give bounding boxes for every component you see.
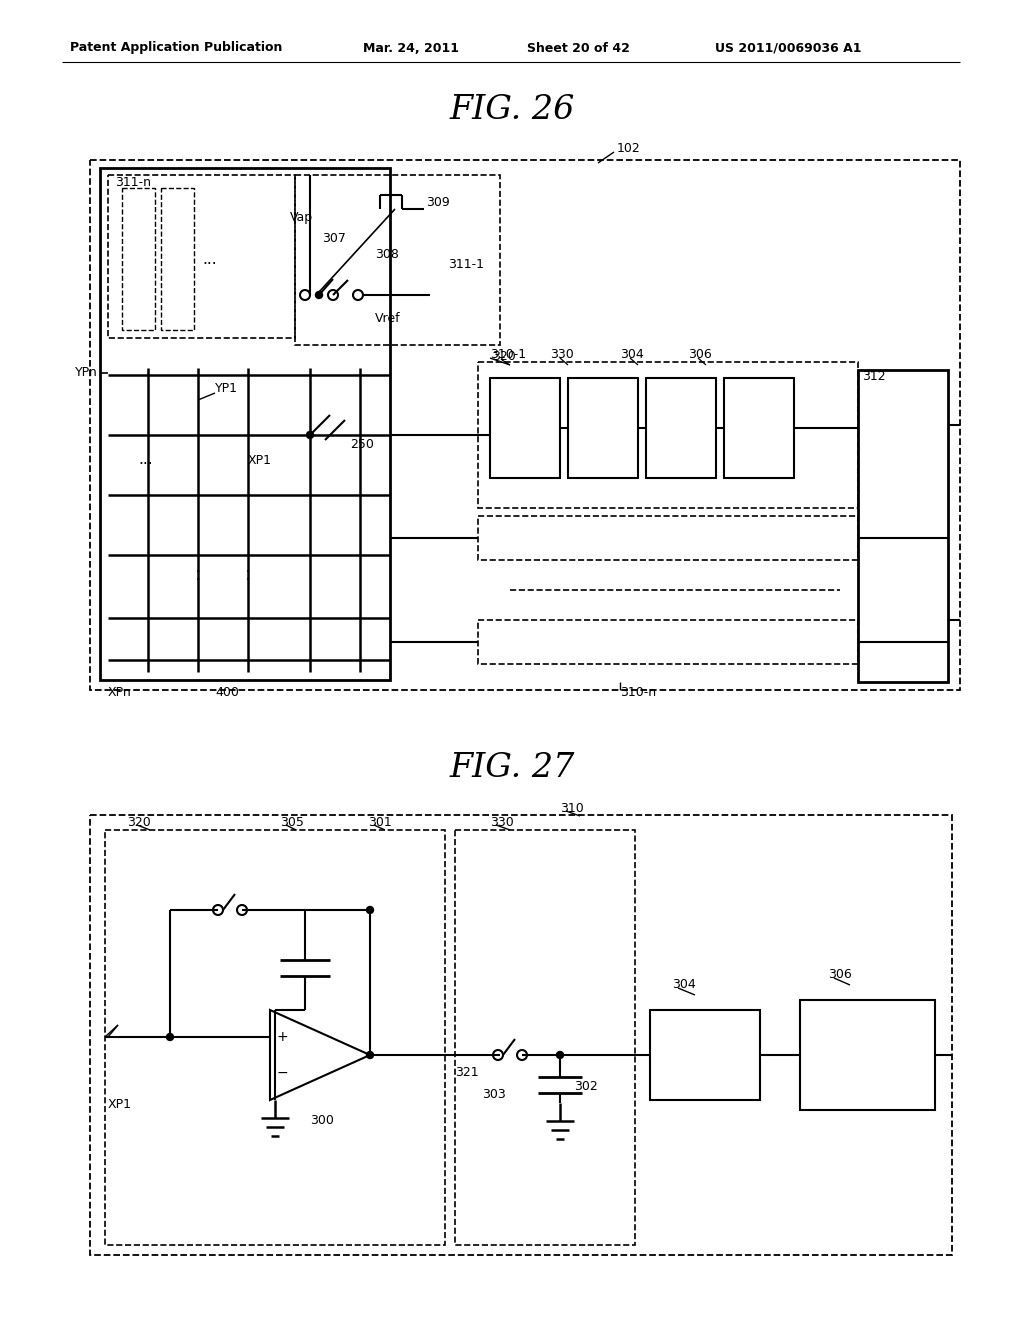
Text: 305: 305 [280, 816, 304, 829]
Text: Vref: Vref [375, 312, 400, 325]
Text: 250: 250 [350, 438, 374, 451]
Circle shape [167, 1034, 173, 1040]
Text: 301: 301 [368, 816, 392, 829]
Text: XP1: XP1 [248, 454, 272, 466]
Text: 330: 330 [550, 348, 573, 362]
Text: ...: ... [202, 252, 217, 268]
Text: 300: 300 [310, 1114, 334, 1126]
Text: 302: 302 [574, 1081, 598, 1093]
Text: ...: ... [138, 453, 153, 467]
Text: 310-1: 310-1 [490, 348, 526, 362]
Text: 304: 304 [620, 348, 644, 362]
Text: 304: 304 [672, 978, 695, 991]
Text: 320: 320 [492, 351, 516, 363]
Circle shape [367, 907, 374, 913]
Circle shape [367, 1052, 374, 1059]
Text: 400: 400 [215, 686, 239, 700]
Text: 310-n: 310-n [620, 686, 656, 700]
Text: XPn: XPn [108, 686, 132, 700]
Text: :: : [245, 565, 251, 585]
Text: 303: 303 [482, 1089, 506, 1101]
Text: −: − [276, 1067, 288, 1080]
Text: 306: 306 [688, 348, 712, 362]
Text: 309: 309 [426, 195, 450, 209]
Circle shape [306, 432, 313, 438]
Text: 321: 321 [455, 1067, 478, 1080]
Text: +: + [276, 1030, 288, 1044]
Text: 312: 312 [862, 370, 886, 383]
Text: 320: 320 [127, 816, 151, 829]
Text: YP1: YP1 [215, 381, 238, 395]
Text: Sheet 20 of 42: Sheet 20 of 42 [527, 41, 630, 54]
Text: 308: 308 [375, 248, 399, 261]
Text: XP1: XP1 [108, 1098, 132, 1111]
Circle shape [315, 292, 323, 298]
Text: FIG. 26: FIG. 26 [450, 94, 574, 125]
Text: Patent Application Publication: Patent Application Publication [70, 41, 283, 54]
Text: Mar. 24, 2011: Mar. 24, 2011 [362, 41, 459, 54]
Text: Vap: Vap [290, 211, 313, 224]
Text: 311-n: 311-n [115, 177, 151, 190]
Text: 330: 330 [490, 816, 514, 829]
Text: 310: 310 [560, 801, 584, 814]
Text: YPn: YPn [75, 367, 97, 380]
Text: :: : [195, 565, 202, 585]
Circle shape [556, 1052, 563, 1059]
Text: 307: 307 [322, 231, 346, 244]
Text: 311-1: 311-1 [449, 259, 484, 272]
Text: 102: 102 [617, 141, 641, 154]
Text: FIG. 27: FIG. 27 [450, 752, 574, 784]
Text: 306: 306 [828, 969, 852, 982]
Text: US 2011/0069036 A1: US 2011/0069036 A1 [715, 41, 861, 54]
